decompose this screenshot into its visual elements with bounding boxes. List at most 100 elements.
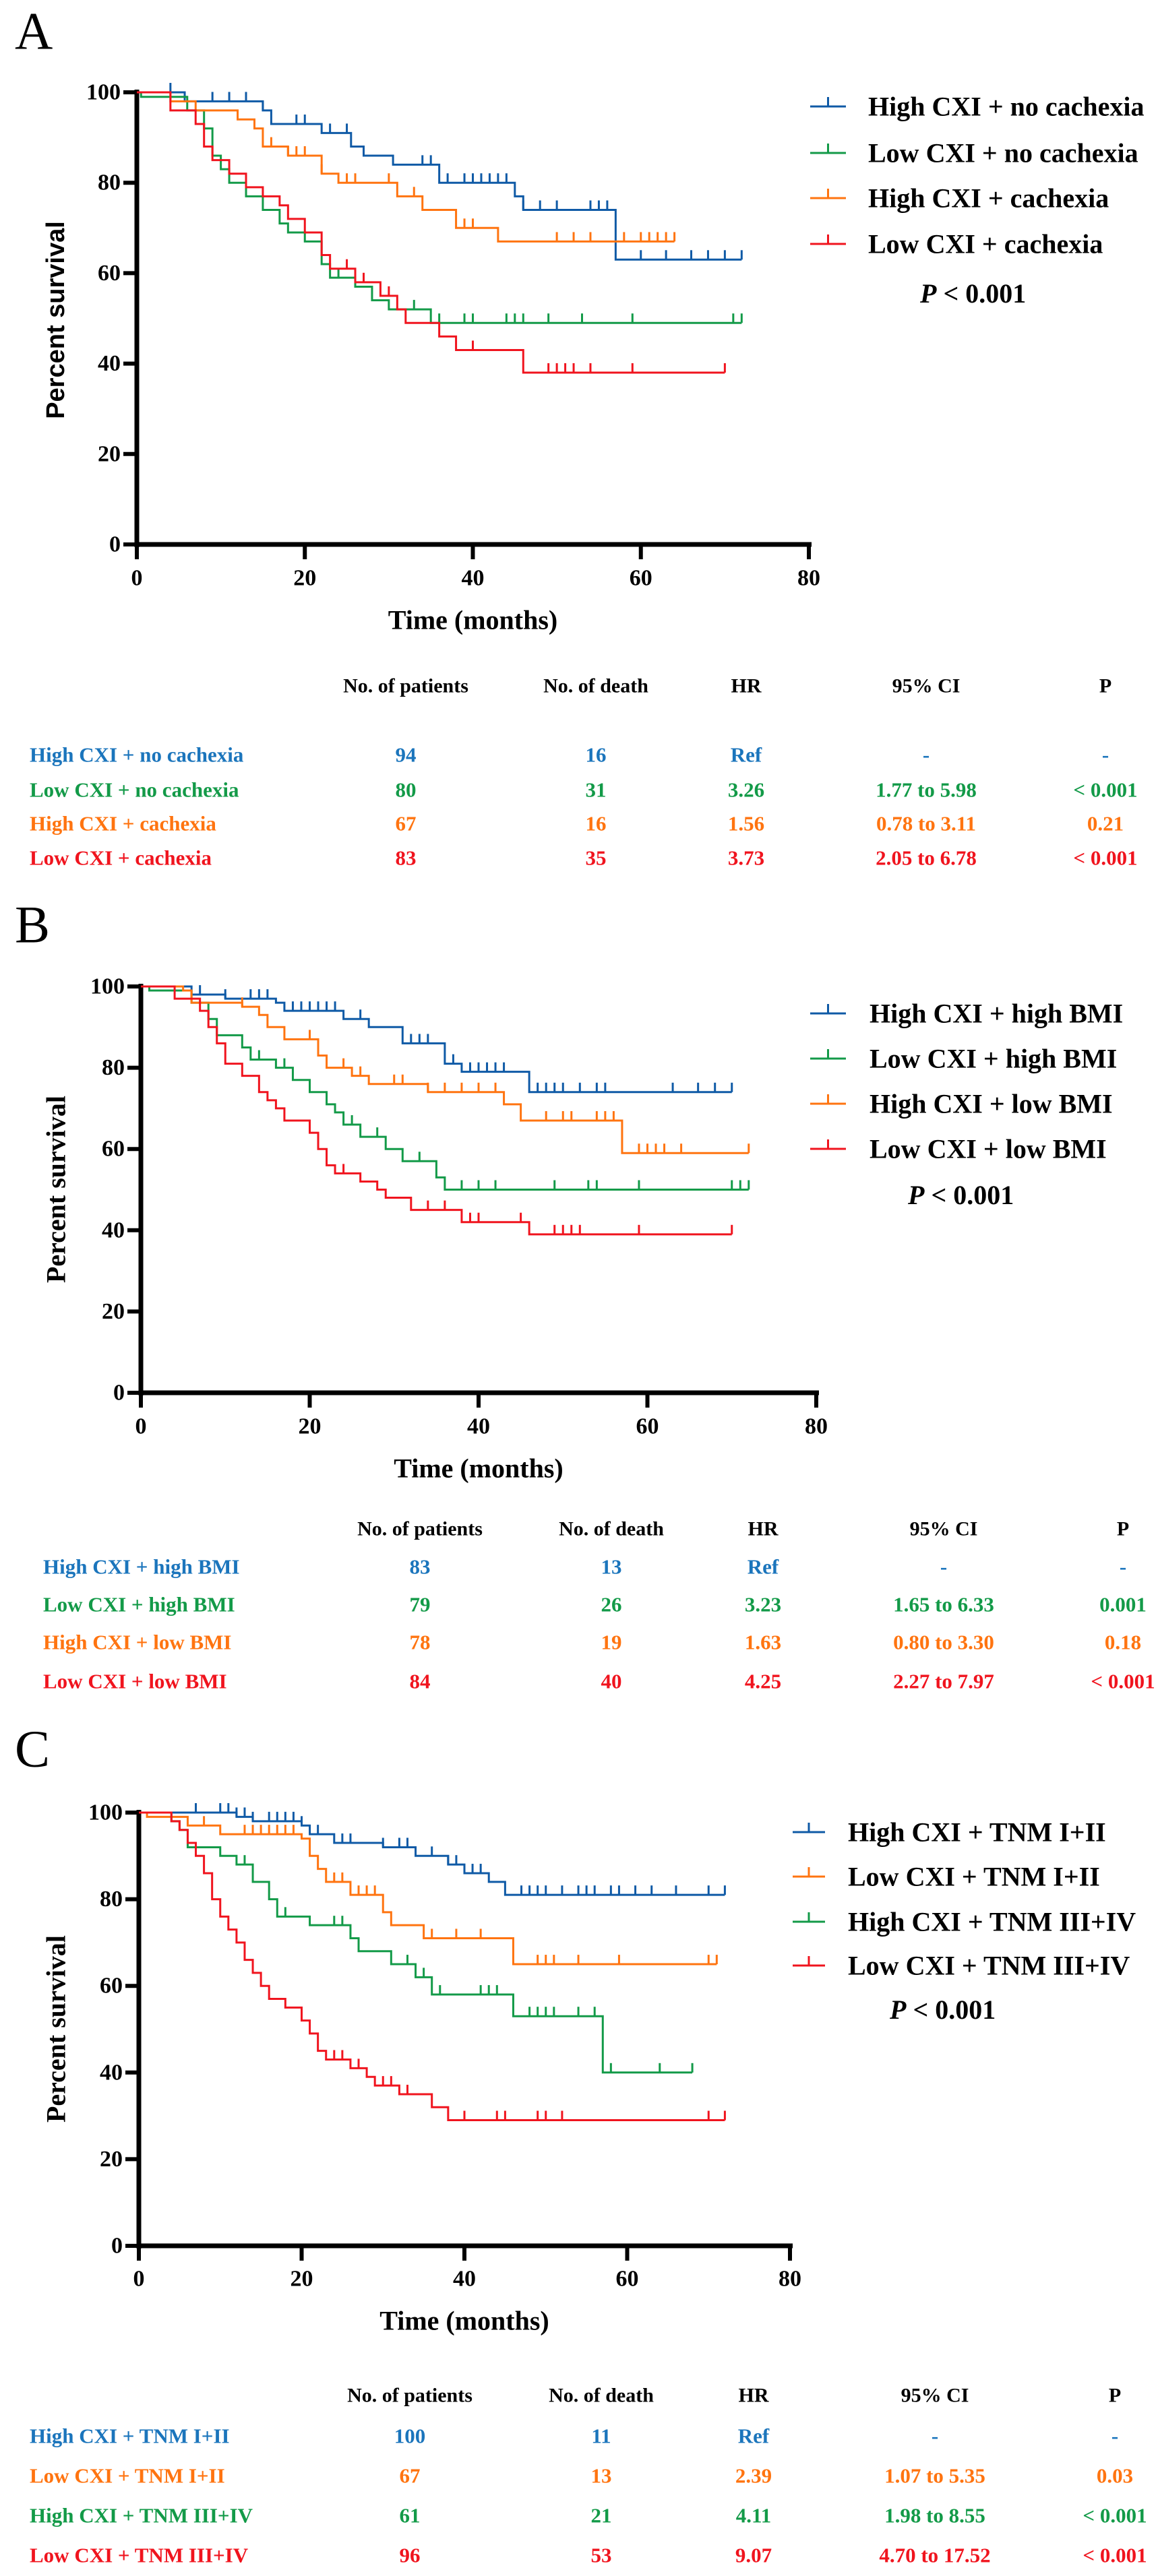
cell-p: < 0.001 (1073, 778, 1137, 802)
cell-hr: 1.63 (745, 1631, 781, 1654)
table-row: High CXI + cachexia 67 16 1.56 0.78 to 3.11 0… (30, 812, 1124, 836)
cell-hr: 3.26 (728, 778, 764, 802)
row-group-label: Low CXI + high BMI (43, 1593, 235, 1616)
cell-deaths: 21 (591, 2504, 612, 2527)
p-symbol: P (919, 278, 937, 309)
y-tick-label: 80 (98, 170, 121, 195)
table-row: Low CXI + low BMI 84 40 4.25 2.27 to 7.97 < 0… (43, 1670, 1155, 1693)
series-3 (137, 91, 726, 374)
cell-ci: - (923, 743, 930, 767)
table-row: Low CXI + no cachexia 80 31 3.26 1.77 to 5.9… (30, 778, 1138, 802)
cell-p: < 0.001 (1083, 2544, 1147, 2567)
series-2 (137, 91, 676, 243)
x-axis-title: Time (months) (379, 2306, 549, 2336)
y-tick-label: 60 (100, 1974, 123, 1999)
series-0 (137, 83, 743, 261)
cell-patients: 100 (394, 2424, 426, 2448)
table-row: Low CXI + high BMI 79 26 3.23 1.65 to 6.33 0.… (43, 1593, 1147, 1616)
hazard-table: No. of patients No. of death HR 95% CI P High… (30, 2385, 1147, 2567)
series-3 (141, 985, 733, 1236)
table-row: High CXI + no cachexia 94 16 Ref - - (30, 743, 1109, 767)
cell-p: - (1111, 2424, 1118, 2448)
table-row: Low CXI + TNM I+II 67 13 2.39 1.07 to 5.35 0.… (30, 2464, 1133, 2488)
x-tick-label: 20 (293, 566, 316, 591)
legend-item: Low CXI + low BMI (810, 1134, 1107, 1164)
cell-ci: 0.78 to 3.11 (876, 812, 976, 836)
cell-ci: 1.77 to 5.98 (876, 778, 977, 802)
row-group-label: Low CXI + low BMI (43, 1670, 227, 1693)
cell-patients: 67 (396, 812, 417, 836)
legend-item: High CXI + high BMI (810, 999, 1123, 1029)
cell-deaths: 16 (586, 812, 607, 836)
survival-curve (139, 1811, 725, 2122)
legend-label: High CXI + no cachexia (868, 92, 1144, 122)
cell-ci: 1.98 to 8.55 (884, 2504, 985, 2527)
table-header: HR (739, 2385, 769, 2407)
table-header: No. of death (559, 1518, 664, 1540)
y-tick-label: 100 (86, 80, 121, 105)
cell-deaths: 26 (601, 1593, 622, 1616)
cell-ci: - (940, 1555, 947, 1579)
panel-b: B 0 20 40 60 80 100 0 20 40 60 80 Time (months) Perce… (15, 896, 1155, 1693)
cell-deaths: 31 (586, 778, 607, 802)
x-tick-label: 20 (299, 1414, 322, 1439)
cell-hr: 2.39 (735, 2464, 772, 2488)
x-tick-label: 60 (630, 566, 652, 591)
p-value: P < 0.001 (919, 278, 1026, 309)
cell-patients: 61 (400, 2504, 421, 2527)
cell-p: - (1120, 1555, 1126, 1579)
cell-hr: 9.07 (735, 2544, 772, 2567)
y-tick-label: 40 (102, 1218, 125, 1243)
cell-hr: 3.23 (745, 1593, 781, 1616)
table-header: No. of patients (343, 675, 468, 697)
x-tick-label: 80 (805, 1414, 828, 1439)
hazard-table: No. of patients No. of death HR 95% CI P High… (30, 675, 1138, 870)
cell-ci: 2.27 to 7.97 (893, 1670, 994, 1693)
cell-deaths: 53 (591, 2544, 612, 2567)
row-group-label: High CXI + TNM III+IV (30, 2504, 253, 2527)
series-2 (141, 985, 750, 1154)
y-tick-label: 0 (113, 1381, 125, 1406)
cell-hr: 3.73 (728, 846, 764, 870)
cell-patients: 83 (396, 846, 417, 870)
x-tick-label: 0 (133, 2267, 145, 2292)
legend-label: Low CXI + high BMI (870, 1044, 1117, 1074)
cell-patients: 83 (410, 1555, 431, 1579)
row-group-label: Low CXI + no cachexia (30, 778, 239, 802)
x-tick-label: 80 (797, 566, 820, 591)
cell-p: < 0.001 (1073, 846, 1137, 870)
cell-ci: 1.65 to 6.33 (893, 1593, 994, 1616)
table-row: Low CXI + cachexia 83 35 3.73 2.05 to 6.78 < … (30, 846, 1138, 870)
survival-curve (139, 1811, 717, 1966)
cell-deaths: 13 (601, 1555, 622, 1579)
table-header: P (1117, 1518, 1129, 1540)
y-axis-title: Percent survival (41, 1096, 71, 1283)
y-tick-label: 40 (100, 2060, 123, 2085)
legend-item: High CXI + no cachexia (810, 92, 1144, 122)
row-group-label: Low CXI + TNM I+II (30, 2464, 225, 2488)
cell-hr: 1.56 (728, 812, 764, 836)
y-tick-label: 40 (98, 351, 121, 376)
cell-deaths: 11 (591, 2424, 611, 2448)
row-group-label: High CXI + high BMI (43, 1555, 240, 1579)
y-axis-title: Percent survival (41, 1935, 71, 2123)
cell-deaths: 13 (591, 2464, 612, 2488)
p-value: P < 0.001 (907, 1180, 1014, 1210)
table-row: High CXI + low BMI 78 19 1.63 0.80 to 3.30 0.… (43, 1631, 1141, 1654)
cell-hr: 4.11 (736, 2504, 772, 2527)
legend-item: Low CXI + TNM I+II (793, 1862, 1100, 1892)
table-header: HR (748, 1518, 779, 1540)
table-header: No. of death (543, 675, 648, 697)
table-header: 95% CI (892, 675, 961, 697)
legend-item: High CXI + cachexia (810, 183, 1109, 214)
cell-ci: - (932, 2424, 938, 2448)
table-header: P (1099, 675, 1111, 697)
row-group-label: Low CXI + TNM III+IV (30, 2544, 249, 2567)
cell-hr: Ref (731, 743, 762, 767)
x-tick-label: 80 (779, 2267, 801, 2292)
table-header: 95% CI (910, 1518, 978, 1540)
y-tick-label: 80 (100, 1887, 123, 1912)
table-header: No. of patients (347, 2385, 473, 2407)
panel-label: B (15, 896, 50, 954)
